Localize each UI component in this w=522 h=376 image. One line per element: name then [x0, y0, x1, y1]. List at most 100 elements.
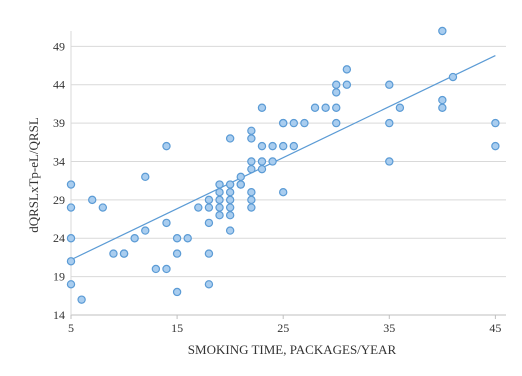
- y-tick-label: 19: [53, 270, 65, 284]
- data-point: [448, 72, 458, 82]
- trendline-layer: [70, 55, 496, 261]
- data-point: [204, 280, 214, 289]
- data-point: [491, 118, 500, 128]
- data-point: [278, 118, 288, 128]
- data-point: [332, 118, 341, 128]
- data-point: [130, 234, 139, 243]
- data-point: [172, 234, 182, 243]
- data-point: [215, 203, 224, 212]
- data-point: [109, 249, 118, 258]
- data-point: [141, 172, 150, 182]
- data-point: [438, 26, 447, 36]
- data-point: [247, 203, 256, 212]
- data-point: [225, 180, 235, 189]
- data-point: [268, 157, 277, 166]
- data-point: [204, 249, 214, 258]
- data-point: [204, 203, 214, 212]
- data-point: [321, 103, 330, 112]
- data-point: [151, 264, 161, 274]
- data-point: [66, 280, 76, 289]
- x-tick-label: 25: [277, 321, 289, 335]
- data-point: [162, 264, 171, 274]
- data-point: [438, 95, 447, 105]
- data-point: [215, 195, 224, 205]
- tick-labels: 14 19 24 29 34 39 44 49 5 15 25 35 45: [53, 39, 501, 335]
- data-point: [289, 141, 299, 151]
- data-point: [225, 134, 235, 143]
- data-point: [172, 249, 182, 258]
- data-point: [257, 164, 267, 174]
- data-point: [66, 180, 76, 189]
- data-point: [215, 180, 224, 189]
- x-tick-label: 35: [383, 321, 395, 335]
- data-point: [204, 218, 214, 228]
- gridlines: [71, 45, 506, 278]
- data-point: [332, 88, 341, 97]
- x-axis-title: SMOKING TIME, PACKAGES/YEAR: [188, 342, 397, 357]
- data-point: [236, 180, 245, 189]
- data-point: [66, 203, 76, 212]
- data-point: [257, 141, 267, 151]
- data-point: [215, 187, 224, 197]
- x-tick-label: 45: [489, 321, 501, 335]
- data-point: [268, 141, 277, 151]
- data-point: [172, 287, 182, 297]
- data-point: [162, 218, 171, 228]
- data-point: [215, 211, 224, 220]
- data-point: [77, 295, 86, 304]
- data-point: [236, 172, 245, 182]
- y-tick-label: 29: [53, 193, 65, 207]
- data-point: [385, 80, 394, 89]
- data-point: [491, 141, 500, 151]
- data-point: [300, 118, 309, 128]
- data-point: [247, 164, 256, 174]
- data-point: [342, 65, 352, 74]
- data-point: [225, 195, 235, 205]
- data-point: [247, 134, 256, 143]
- data-point: [183, 234, 192, 243]
- data-point: [247, 126, 256, 135]
- data-point: [289, 118, 299, 128]
- data-point: [332, 103, 341, 112]
- data-point: [385, 118, 394, 128]
- data-point: [310, 103, 320, 112]
- y-axis-title: dQRSLxTp-eL/QRSL: [26, 117, 41, 233]
- data-point: [204, 195, 214, 205]
- data-point: [141, 226, 150, 235]
- y-tick-label: 34: [53, 154, 65, 168]
- data-point: [247, 195, 256, 205]
- data-point: [342, 80, 352, 89]
- data-point: [278, 187, 288, 197]
- x-tick-label: 5: [68, 321, 74, 335]
- data-point: [247, 157, 256, 166]
- data-point: [225, 203, 235, 212]
- linear-trendline: [70, 55, 496, 261]
- data-point: [438, 103, 447, 112]
- data-point: [257, 157, 267, 166]
- data-point: [332, 80, 341, 89]
- data-point: [119, 249, 129, 258]
- data-point: [225, 211, 235, 220]
- y-tick-label: 14: [53, 308, 65, 322]
- y-tick-label: 24: [53, 231, 65, 245]
- data-point: [257, 103, 267, 112]
- data-point: [98, 203, 108, 212]
- data-point: [194, 203, 203, 212]
- data-point: [66, 234, 76, 243]
- y-tick-label: 44: [53, 78, 65, 92]
- data-point: [162, 141, 171, 151]
- data-points: [66, 26, 500, 304]
- x-tick-label: 15: [171, 321, 183, 335]
- data-point: [225, 226, 235, 235]
- data-point: [225, 187, 235, 197]
- data-point: [395, 103, 405, 112]
- data-point: [247, 187, 256, 197]
- axes: [70, 31, 506, 319]
- data-point: [385, 157, 394, 166]
- data-point: [66, 257, 76, 266]
- data-point: [88, 195, 97, 205]
- y-tick-label: 39: [53, 116, 65, 130]
- y-tick-label: 49: [53, 39, 65, 53]
